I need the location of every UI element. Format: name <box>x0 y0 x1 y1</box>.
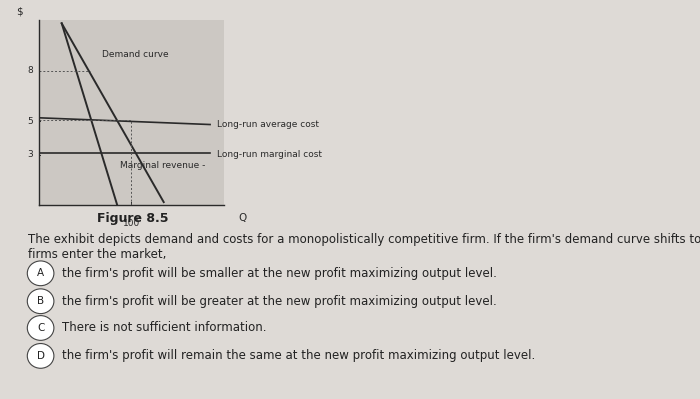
Text: C: C <box>37 323 44 333</box>
Text: $: $ <box>16 6 23 16</box>
Text: Figure 8.5: Figure 8.5 <box>97 212 169 225</box>
Text: Marginal revenue -: Marginal revenue - <box>120 161 206 170</box>
Text: B: B <box>37 296 44 306</box>
Text: 8: 8 <box>27 66 33 75</box>
Text: 3: 3 <box>27 150 33 159</box>
Text: the firm's profit will be smaller at the new profit maximizing output level.: the firm's profit will be smaller at the… <box>62 267 496 280</box>
Text: 100: 100 <box>122 219 140 228</box>
Text: Demand curve: Demand curve <box>102 50 168 59</box>
Text: firms enter the market,: firms enter the market, <box>28 248 167 261</box>
Text: The exhibit depicts demand and costs for a monopolistically competitive firm. If: The exhibit depicts demand and costs for… <box>28 233 700 247</box>
Text: A: A <box>37 268 44 279</box>
Text: the firm's profit will remain the same at the new profit maximizing output level: the firm's profit will remain the same a… <box>62 350 535 362</box>
Text: Long-run average cost: Long-run average cost <box>216 120 318 129</box>
Text: Long-run marginal cost: Long-run marginal cost <box>216 150 321 159</box>
Text: Q: Q <box>239 213 247 223</box>
Text: the firm's profit will be greater at the new profit maximizing output level.: the firm's profit will be greater at the… <box>62 295 496 308</box>
Text: There is not sufficient information.: There is not sufficient information. <box>62 322 266 334</box>
Text: D: D <box>36 351 45 361</box>
Text: 5: 5 <box>27 117 33 126</box>
